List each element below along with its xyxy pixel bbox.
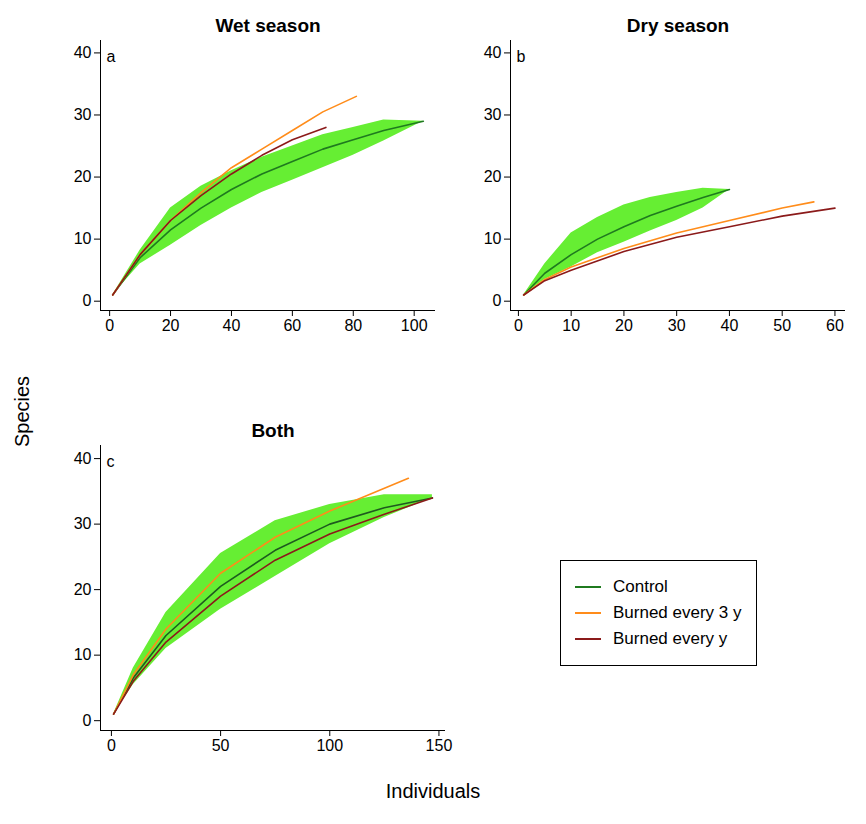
svg-text:40: 40 — [223, 317, 241, 334]
svg-text:0: 0 — [105, 317, 114, 334]
svg-text:0: 0 — [83, 292, 92, 309]
svg-text:40: 40 — [721, 317, 739, 334]
svg-text:50: 50 — [773, 317, 791, 334]
svg-text:20: 20 — [162, 317, 180, 334]
svg-text:0: 0 — [514, 317, 523, 334]
svg-text:Wet season: Wet season — [215, 15, 320, 36]
svg-text:40: 40 — [74, 450, 92, 467]
svg-text:40: 40 — [74, 44, 92, 61]
svg-text:80: 80 — [344, 317, 362, 334]
svg-text:0: 0 — [83, 712, 92, 729]
svg-text:10: 10 — [74, 646, 92, 663]
svg-text:a: a — [107, 48, 116, 65]
svg-text:20: 20 — [484, 168, 502, 185]
svg-text:100: 100 — [401, 317, 428, 334]
svg-text:40: 40 — [484, 44, 502, 61]
svg-text:0: 0 — [493, 292, 502, 309]
html-text:Individuals: Individuals — [385, 780, 481, 802]
svg-text:60: 60 — [826, 317, 844, 334]
svg-text:30: 30 — [74, 515, 92, 532]
svg-text:20: 20 — [615, 317, 633, 334]
svg-text:50: 50 — [212, 737, 230, 754]
svg-text:30: 30 — [484, 106, 502, 123]
svg-text:0: 0 — [107, 737, 116, 754]
svg-text:20: 20 — [74, 168, 92, 185]
html-text:Burned every y: Burned every y — [613, 629, 728, 648]
svg-text:10: 10 — [562, 317, 580, 334]
svg-text:Both: Both — [251, 420, 294, 441]
svg-text:30: 30 — [668, 317, 686, 334]
svg-text:10: 10 — [484, 230, 502, 247]
html-text:Burned every 3 y: Burned every 3 y — [613, 603, 742, 622]
svg-text:30: 30 — [74, 106, 92, 123]
svg-text:150: 150 — [426, 737, 453, 754]
svg-text:100: 100 — [316, 737, 343, 754]
html-text:Control: Control — [613, 577, 668, 596]
svg-text:20: 20 — [74, 581, 92, 598]
html-text:Species: Species — [10, 375, 33, 448]
svg-text:60: 60 — [283, 317, 301, 334]
svg-text:10: 10 — [74, 230, 92, 247]
svg-text:Dry season: Dry season — [627, 15, 729, 36]
svg-text:c: c — [107, 453, 115, 470]
svg-text:b: b — [517, 48, 526, 65]
